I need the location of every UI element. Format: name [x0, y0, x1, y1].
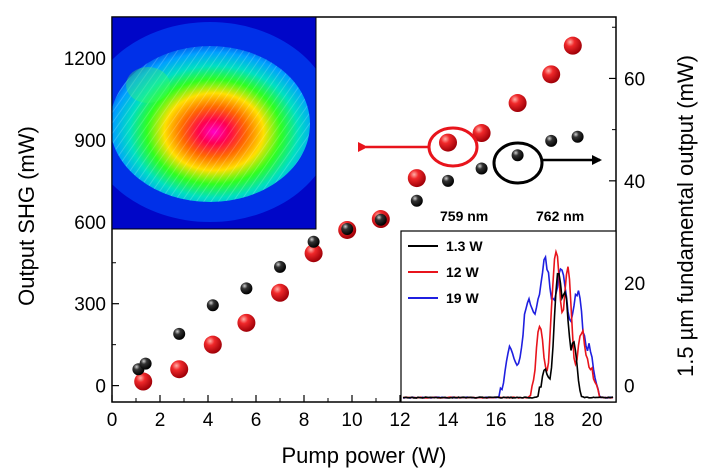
shg-point [237, 313, 256, 332]
shg-point [170, 360, 189, 379]
fundamental-point [410, 194, 423, 207]
shg-point [203, 335, 222, 354]
x-tick-label: 10 [341, 410, 362, 431]
shg-point [563, 36, 582, 55]
x-axis-label: Pump power (W) [281, 443, 446, 468]
fundamental-point [341, 222, 354, 235]
beam-profile-inset [112, 17, 316, 229]
fundamental-point [571, 130, 584, 143]
x-tick-label: 0 [107, 410, 118, 431]
beam-profile-frame [111, 16, 317, 230]
x-tick-label: 20 [581, 410, 602, 431]
fundamental-point [274, 260, 286, 273]
spectrum-trace-1-3w [402, 272, 614, 399]
y-left-tick-label: 1200 [64, 49, 106, 70]
fundamental-point [173, 327, 186, 340]
fundamental-point [374, 213, 387, 226]
fundamental-point [511, 149, 524, 162]
y-right-tick-label: 60 [624, 69, 645, 90]
y-left-tick-label: 300 [74, 295, 106, 316]
red-point-circle [427, 126, 479, 168]
x-tick-label: 18 [533, 410, 554, 431]
axes: 0 2 4 6 8 10 12 14 16 18 20 0 300 600 900 1200 0 20 40 60 [64, 26, 645, 431]
shg-point [134, 372, 153, 391]
x-tick-label: 6 [251, 410, 262, 431]
y-left-tick-label: 0 [95, 377, 106, 398]
shg-point [304, 244, 323, 263]
shg-point [508, 94, 527, 113]
legend-label-2: 12 W [446, 264, 479, 280]
y-right-tick-label: 40 [624, 172, 645, 193]
x-tick-label: 14 [437, 410, 459, 431]
black-point-circle [492, 141, 544, 185]
label-759nm: 759 nm [440, 208, 488, 224]
y-axis-right-label: 1.5 µm fundamental output (mW) [673, 55, 698, 377]
y-axis-left-label: Output SHG (mW) [14, 126, 39, 306]
data-points [132, 36, 584, 391]
annotations: 759 nm 762 nm [358, 126, 602, 224]
shg-point [472, 124, 491, 143]
y-left-tick-label: 900 [74, 131, 106, 152]
y-right-tick-label: 20 [624, 274, 645, 295]
y-right-tick-label: 0 [624, 377, 635, 398]
fundamental-point [206, 299, 219, 312]
fundamental-point [139, 357, 152, 370]
x-tick-label: 12 [389, 410, 410, 431]
x-tick-label: 2 [155, 410, 166, 431]
shg-point [542, 65, 561, 84]
shg-point [271, 283, 289, 302]
x-tick-label: 16 [485, 410, 506, 431]
x-tick-label: 4 [203, 410, 214, 431]
shg-point [407, 169, 426, 188]
spectrum-legend: 1.3 W 12 W 19 W [408, 238, 483, 306]
y-left-tick-label: 600 [74, 213, 106, 234]
fundamental-point [475, 162, 488, 175]
fundamental-point [442, 174, 454, 187]
fundamental-point [307, 235, 320, 248]
fundamental-point [545, 134, 558, 147]
legend-label-3: 19 W [446, 290, 479, 306]
legend-label-1: 1.3 W [446, 238, 483, 254]
spectrum-inset: 1.3 W 12 W 19 W [400, 230, 617, 403]
x-tick-label: 8 [299, 410, 310, 431]
label-762nm: 762 nm [536, 208, 584, 224]
fundamental-point [240, 282, 253, 295]
shg-point [439, 133, 457, 152]
